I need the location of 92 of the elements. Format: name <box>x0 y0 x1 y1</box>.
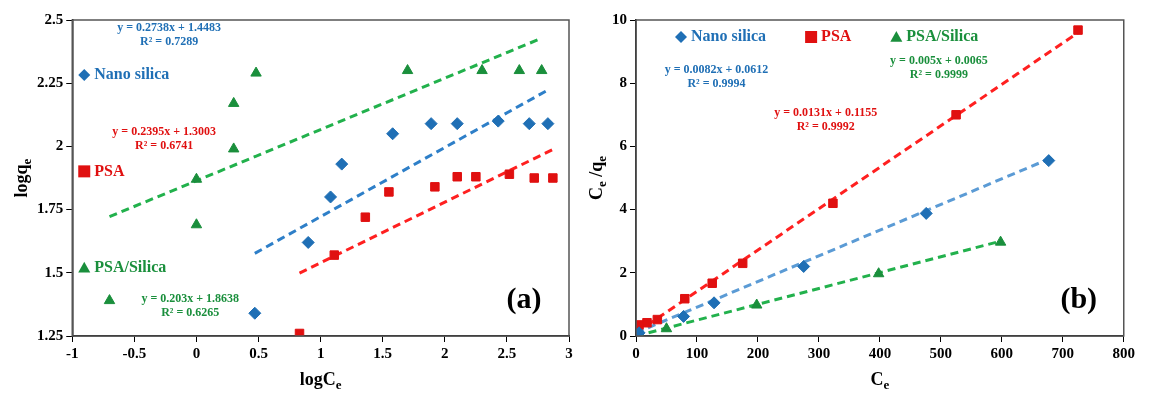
point <box>476 64 488 75</box>
point <box>384 187 394 197</box>
x-tick-label: 800 <box>1112 344 1135 361</box>
x-tick-label: 200 <box>746 344 770 361</box>
y-axis-title: logqe <box>10 158 34 198</box>
point <box>541 117 555 131</box>
legend-label: Nano silica <box>94 65 170 83</box>
point <box>707 278 717 288</box>
annotation: y = 0.2395x + 1.3003 R² = 0.6741 <box>112 123 216 152</box>
point <box>677 309 691 323</box>
x-tick-label: 100 <box>685 344 709 361</box>
point <box>335 157 349 171</box>
y-tick-label: 2 <box>619 263 627 280</box>
y-tick-label: 2.5 <box>44 10 64 27</box>
point <box>513 64 526 75</box>
legend-label: PSA/Silica <box>906 27 979 45</box>
point <box>642 317 652 328</box>
point <box>548 173 558 183</box>
legend-label: PSA <box>94 161 125 179</box>
y-tick-label: 6 <box>619 137 628 154</box>
point <box>535 64 548 75</box>
annotation: y = 0.203x + 1.8638 R² = 0.6265 <box>141 290 240 319</box>
annotation: y = 0.0131x + 0.1155 R² = 0.9992 <box>774 104 878 133</box>
point <box>228 142 240 153</box>
y-tick-label: 0 <box>619 326 627 343</box>
point <box>872 267 885 278</box>
y-tick-label: 10 <box>612 10 627 27</box>
point <box>797 259 811 273</box>
x-tick-label: -0.5 <box>122 344 147 361</box>
x-tick-label: 1.5 <box>373 344 393 361</box>
annotation: y = 0.0082x + 0.0612 R² = 0.9994 <box>664 61 769 90</box>
x-tick-label: 500 <box>929 344 953 361</box>
x-tick-label: 400 <box>868 344 892 361</box>
point <box>737 258 748 269</box>
point <box>707 296 721 310</box>
point <box>652 314 663 325</box>
x-tick-label: 1 <box>316 344 325 361</box>
y-tick-label: 1.5 <box>44 263 64 280</box>
point <box>660 322 673 333</box>
point <box>228 96 240 107</box>
point <box>386 127 400 141</box>
point <box>471 171 481 182</box>
y-tick-label: 8 <box>619 74 627 91</box>
y-tick-label: 2.25 <box>37 74 64 91</box>
y-axis-title: Ce /qe <box>585 155 609 201</box>
point <box>994 235 1007 246</box>
annotation: (b) <box>1060 280 1098 315</box>
y-tick-label: 4 <box>619 200 628 217</box>
legend-label: Nano silica <box>691 27 767 45</box>
legend-label: PSA <box>821 27 852 45</box>
point <box>1073 25 1083 35</box>
point <box>248 306 262 320</box>
x-tick-label: -1 <box>66 344 79 361</box>
x-tick-label: 2.5 <box>497 344 517 361</box>
point <box>360 212 371 222</box>
point <box>951 110 961 120</box>
y-tick-label: 1.25 <box>37 326 64 343</box>
x-tick-label: 0.5 <box>249 344 268 361</box>
x-tick-label: 0 <box>192 344 201 361</box>
point <box>1042 154 1056 168</box>
x-tick-label: 3 <box>565 344 573 361</box>
point <box>301 235 315 249</box>
point <box>424 117 438 131</box>
point <box>103 294 116 305</box>
point <box>190 172 203 183</box>
point <box>250 66 262 77</box>
point <box>324 190 338 204</box>
x-tick-label: 0 <box>632 344 640 361</box>
point <box>919 206 933 220</box>
annotation: y = 0.005x + 0.0065 R² = 0.9999 <box>890 53 988 82</box>
point <box>329 250 340 260</box>
point <box>450 117 464 131</box>
point <box>430 182 440 192</box>
point <box>680 293 690 304</box>
y-tick-label: 1.75 <box>37 200 64 217</box>
point <box>522 117 536 131</box>
annotation: (a) <box>506 280 542 315</box>
x-tick-label: 2 <box>441 344 449 361</box>
point <box>452 171 462 182</box>
point <box>190 218 203 229</box>
legend-label: PSA/Silica <box>94 257 167 275</box>
x-tick-label: 600 <box>990 344 1014 361</box>
point <box>401 64 414 75</box>
point <box>828 198 838 209</box>
x-tick-label: 700 <box>1051 344 1075 361</box>
point <box>504 169 515 179</box>
point <box>491 114 505 128</box>
point <box>751 298 763 309</box>
annotation: y = 0.2738x + 1.4483 R² = 0.7289 <box>117 20 221 49</box>
point <box>529 173 539 183</box>
y-tick-label: 2 <box>55 137 64 154</box>
x-tick-label: 300 <box>807 344 831 361</box>
